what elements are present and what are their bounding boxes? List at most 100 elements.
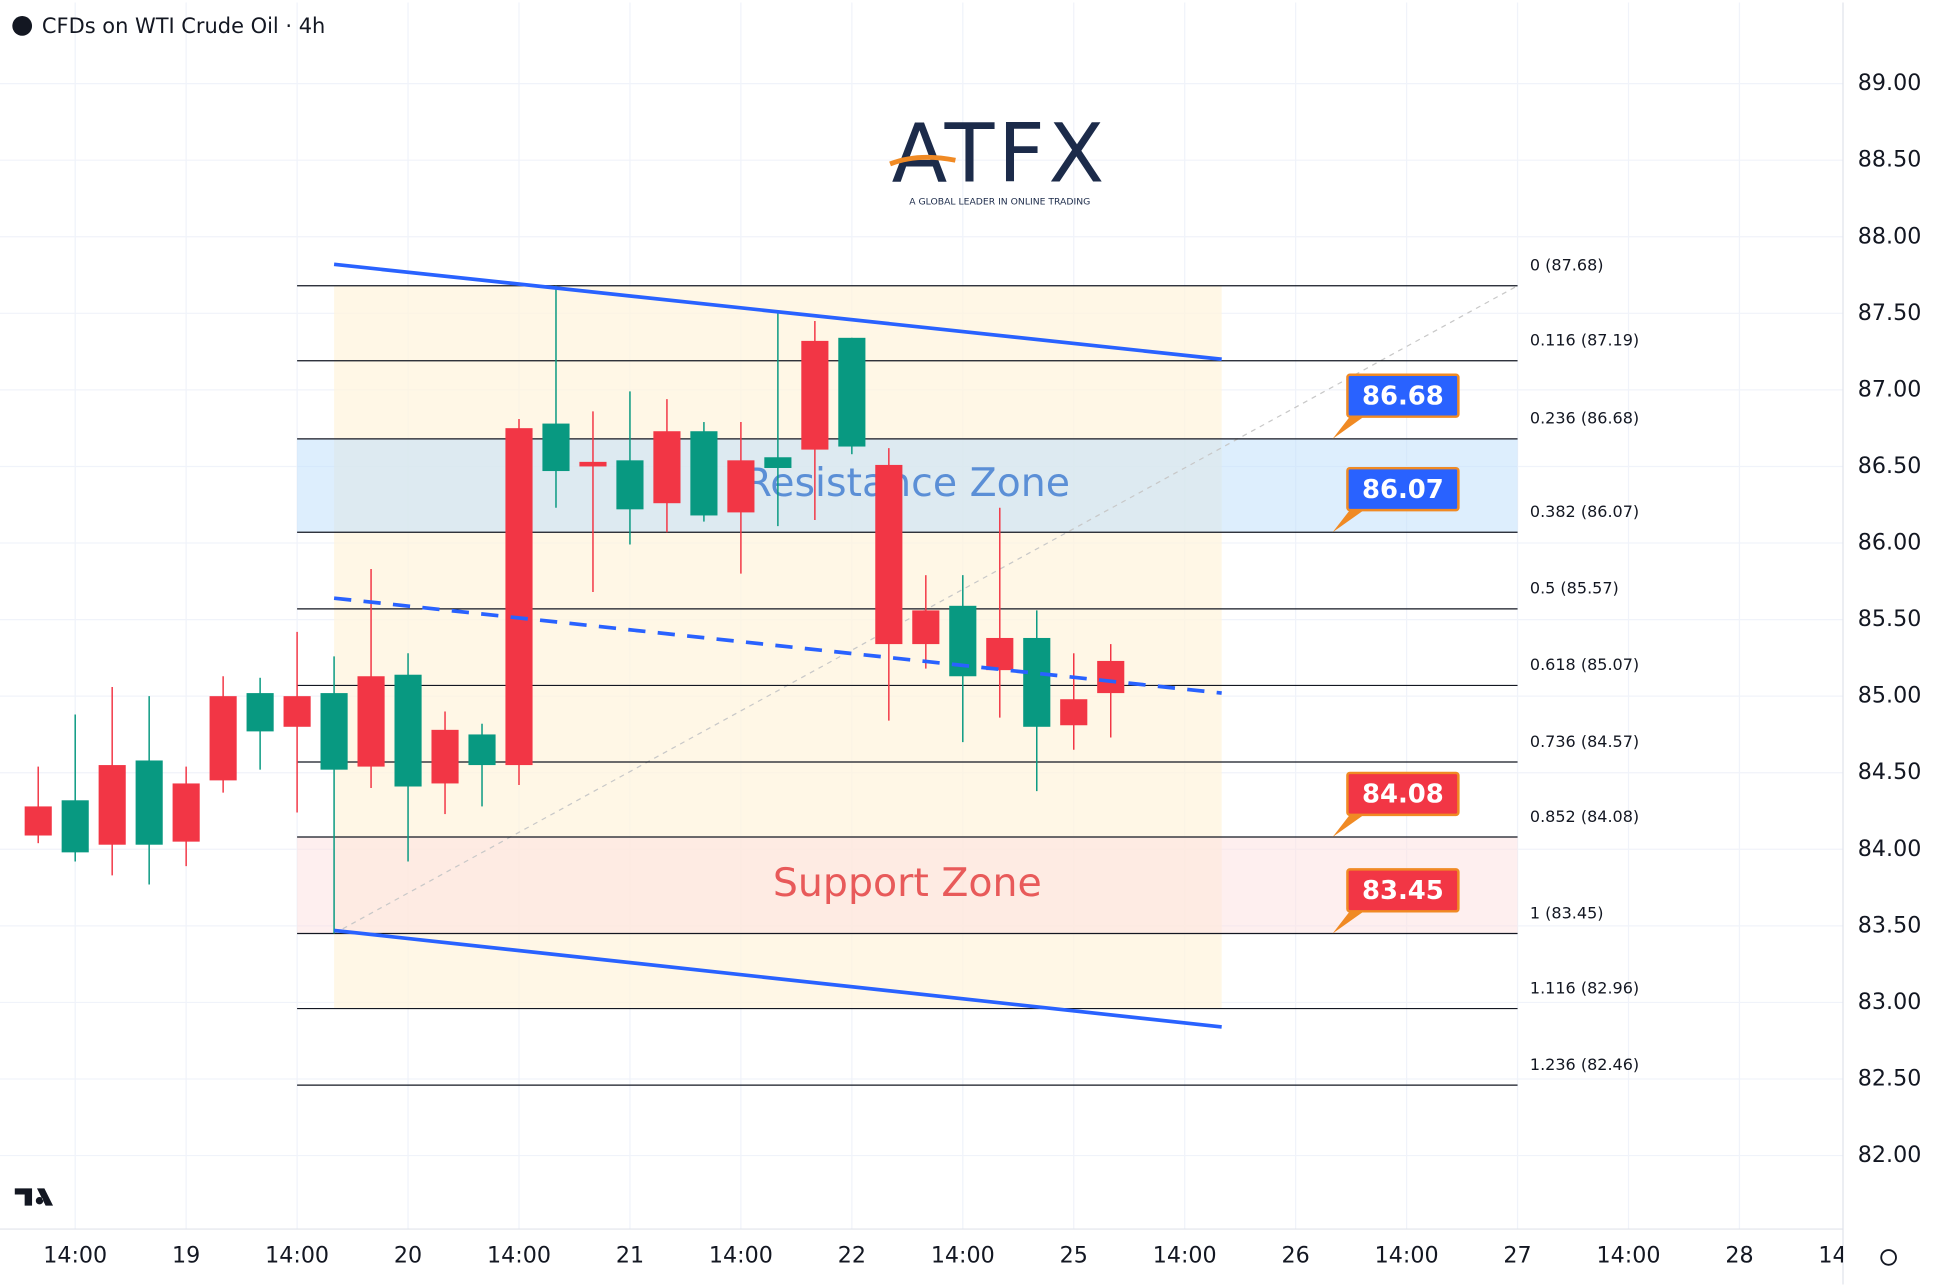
x-tick-label: 14:00 — [487, 1243, 551, 1269]
x-tick-label: 14:00 — [43, 1243, 107, 1269]
zone — [297, 837, 1518, 934]
logo-tagline: A GLOBAL LEADER IN ONLINE TRADING — [909, 197, 1090, 208]
candle-body — [431, 729, 459, 784]
zone — [297, 438, 1518, 533]
candle-body — [135, 760, 163, 845]
candle-body — [579, 461, 607, 467]
callout-pointer — [1332, 906, 1371, 934]
callout-pointer — [1332, 411, 1371, 439]
candle-body — [209, 696, 237, 781]
candle-body — [505, 428, 533, 766]
fib-label: 1.116 (82.96) — [1530, 978, 1639, 997]
fib-label: 0.116 (87.19) — [1530, 331, 1639, 350]
candle-body — [1097, 660, 1125, 694]
callout-label: 83.45 — [1362, 876, 1444, 906]
y-tick-label: 82.50 — [1858, 1065, 1922, 1091]
callout-pointer — [1332, 809, 1371, 838]
callout-box — [1346, 868, 1460, 913]
trend-line — [333, 262, 1222, 362]
fib-label: 0.736 (84.57) — [1530, 732, 1639, 751]
fib-label: 0.236 (86.68) — [1530, 409, 1639, 428]
y-tick-label: 86.00 — [1858, 530, 1922, 556]
symbol-icon — [12, 16, 33, 36]
zone-label: Support Zone — [773, 860, 1042, 906]
candle-body — [246, 693, 274, 732]
candle-body — [283, 696, 311, 727]
tv-logo — [14, 1188, 54, 1206]
trend-line — [333, 928, 1222, 1029]
fib-label: 0.382 (86.07) — [1530, 502, 1639, 521]
x-tick-label: 21 — [616, 1243, 644, 1269]
candle-body — [912, 610, 940, 645]
candle-body — [98, 765, 126, 845]
y-tick-label: 82.00 — [1858, 1142, 1922, 1168]
candle-body — [61, 800, 89, 853]
y-tick-label: 88.00 — [1858, 223, 1922, 249]
x-tick-label: 14:00 — [265, 1243, 329, 1269]
x-tick-label: 14:00 — [1597, 1243, 1661, 1269]
candle-body — [1060, 699, 1088, 726]
y-tick-label: 83.50 — [1858, 912, 1922, 938]
callout-label: 86.68 — [1362, 381, 1444, 411]
candle-body — [357, 676, 385, 767]
callout-box — [1346, 466, 1460, 512]
y-tick-label: 84.00 — [1858, 836, 1922, 862]
candle-body — [727, 460, 755, 513]
y-tick-label: 89.00 — [1858, 70, 1922, 96]
y-tick-label: 88.50 — [1858, 147, 1922, 173]
candle-body — [801, 340, 829, 450]
chart-title: CFDs on WTI Crude Oil · 4h — [42, 14, 325, 38]
fib-label: 1.236 (82.46) — [1530, 1055, 1639, 1074]
candle-body — [172, 783, 200, 842]
zone-label: Resistance Zone — [745, 460, 1070, 506]
x-tick-label: 20 — [394, 1243, 422, 1269]
candle-body — [24, 806, 52, 836]
x-tick-label: 28 — [1725, 1243, 1753, 1269]
y-tick-label: 84.50 — [1858, 759, 1922, 785]
fib-label: 0.5 (85.57) — [1530, 579, 1619, 598]
y-tick-label: 85.50 — [1858, 606, 1922, 632]
candle-body — [690, 431, 718, 516]
x-tick-label: 14:00 — [709, 1243, 773, 1269]
x-tick-label: 25 — [1060, 1243, 1088, 1269]
candle-body — [875, 464, 903, 645]
y-tick-label: 87.50 — [1858, 300, 1922, 326]
candle-body — [394, 674, 422, 787]
y-tick-label: 85.00 — [1858, 683, 1922, 709]
candle-body — [468, 734, 496, 766]
settings-icon[interactable] — [1880, 1249, 1897, 1266]
callout-label: 86.07 — [1362, 475, 1444, 505]
logo-swoosh — [889, 154, 956, 167]
fib-label: 1 (83.45) — [1530, 903, 1604, 922]
x-tick-label: 14:00 — [1375, 1243, 1439, 1269]
candle-body — [838, 337, 866, 447]
x-tick-label: 19 — [172, 1243, 200, 1269]
fib-label: 0.852 (84.08) — [1530, 807, 1639, 826]
y-tick-label: 87.00 — [1858, 376, 1922, 402]
logo-brand: ATFX — [892, 106, 1108, 201]
y-tick-label: 86.50 — [1858, 453, 1922, 479]
trend-line — [333, 596, 1222, 695]
fib-label: 0.618 (85.07) — [1530, 655, 1639, 674]
x-tick-label: 14:00 — [931, 1243, 995, 1269]
x-tick-label: 27 — [1503, 1243, 1531, 1269]
x-tick-label: 22 — [838, 1243, 866, 1269]
y-tick-label: 83.00 — [1858, 989, 1922, 1015]
callout-box — [1346, 373, 1460, 418]
candle-body — [320, 693, 348, 770]
candle-body — [653, 431, 681, 504]
x-tick-label: 14:00 — [1818, 1243, 1882, 1269]
callout-label: 84.08 — [1362, 780, 1444, 810]
candle-body — [542, 423, 570, 472]
candle-body — [764, 457, 792, 468]
x-tick-label: 26 — [1282, 1243, 1310, 1269]
candle-body — [986, 637, 1014, 671]
plot-area: Resistance Zone Support Zone 0 (87.68) 0.11… — [0, 2, 1844, 1230]
x-tick-label: 14:00 — [1153, 1243, 1217, 1269]
fib-label: 0 (87.68) — [1530, 256, 1604, 275]
callout-box — [1346, 771, 1460, 817]
candle-body — [1023, 637, 1051, 727]
candle-body — [616, 460, 644, 510]
